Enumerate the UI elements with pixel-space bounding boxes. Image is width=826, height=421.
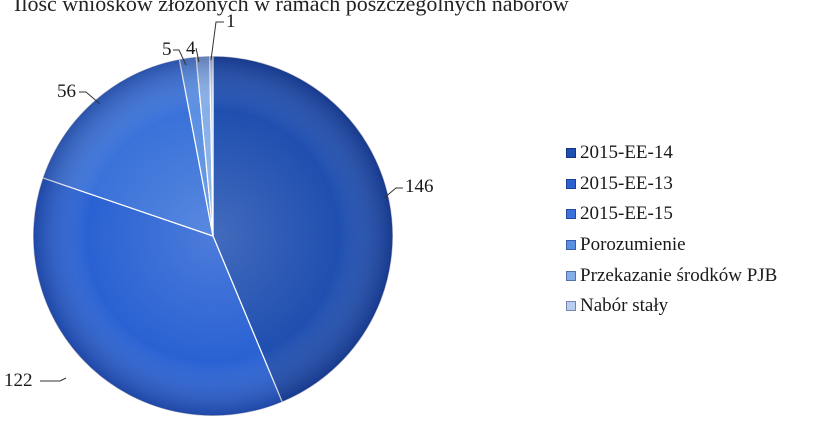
legend-item: Przekazanie środków PJB bbox=[566, 260, 777, 291]
data-label: 122 bbox=[4, 370, 33, 391]
legend-label: Porozumienie bbox=[580, 234, 686, 256]
data-label: 146 bbox=[405, 176, 434, 197]
data-label: 1 bbox=[226, 11, 236, 32]
leader-line bbox=[79, 91, 101, 105]
legend-swatch bbox=[566, 301, 576, 312]
legend-label: 2015-EE-15 bbox=[580, 203, 673, 225]
legend-swatch bbox=[566, 148, 576, 159]
legend-item: Nabór stały bbox=[566, 291, 777, 322]
legend-swatch bbox=[566, 240, 576, 251]
legend-label: Nabór stały bbox=[580, 295, 669, 317]
data-label: 56 bbox=[57, 81, 76, 102]
legend: 2015-EE-14 2015-EE-13 2015-EE-15 Porozumien… bbox=[566, 138, 777, 322]
leader-line bbox=[40, 377, 67, 382]
leader-line bbox=[173, 49, 187, 66]
chart-title: Ilość wniosków złożonych w ramach poszcz… bbox=[14, 0, 569, 16]
legend-item: 2015-EE-13 bbox=[566, 169, 777, 200]
leader-line bbox=[210, 21, 224, 61]
legend-label: 2015-EE-14 bbox=[580, 142, 673, 164]
legend-swatch bbox=[566, 209, 576, 220]
legend-label: 2015-EE-13 bbox=[580, 172, 673, 194]
legend-swatch bbox=[566, 270, 576, 281]
leader-line bbox=[383, 187, 403, 199]
leader-line bbox=[195, 47, 200, 63]
legend-item: Porozumienie bbox=[566, 230, 777, 261]
data-label: 5 bbox=[162, 39, 172, 60]
legend-swatch bbox=[566, 178, 576, 189]
data-label: 4 bbox=[186, 38, 196, 59]
legend-item: 2015-EE-15 bbox=[566, 199, 777, 230]
legend-item: 2015-EE-14 bbox=[566, 138, 777, 169]
legend-label: Przekazanie środków PJB bbox=[580, 264, 778, 286]
